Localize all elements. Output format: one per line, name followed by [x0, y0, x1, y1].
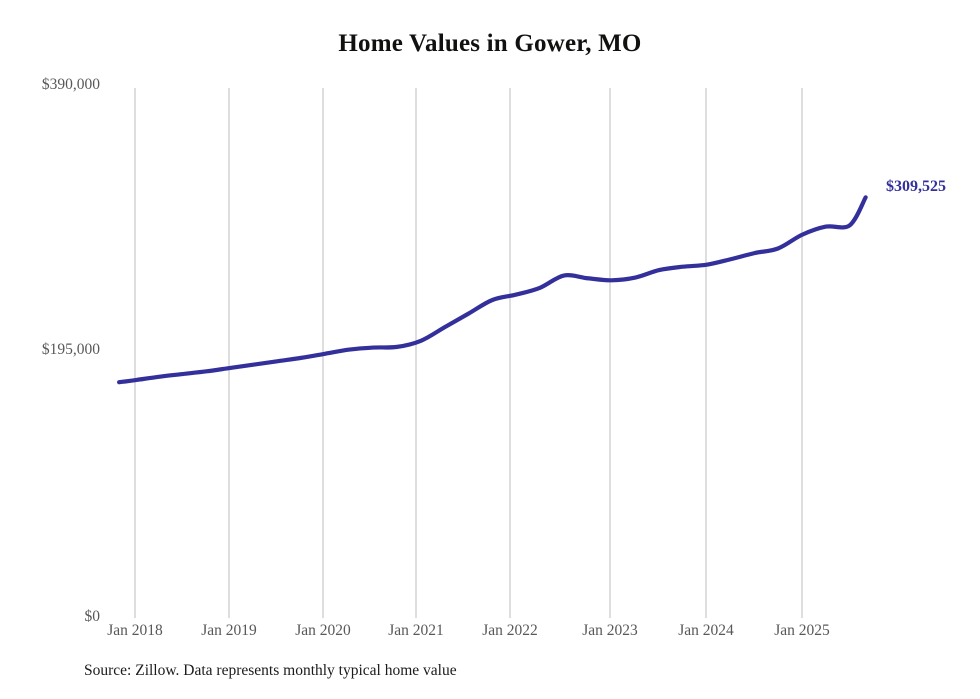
x-tick-label-2019: Jan 2019 [201, 622, 257, 639]
end-value-annotation: $309,525 [886, 178, 946, 195]
x-tick-label-2024: Jan 2024 [678, 622, 734, 639]
y-tick-label-top: $390,000 [41, 76, 100, 93]
x-tick-label-2022: Jan 2022 [482, 622, 538, 639]
y-tick-label-mid: $195,000 [41, 341, 100, 358]
x-tick-label-2023: Jan 2023 [582, 622, 638, 639]
chart-title: Home Values in Gower, MO [338, 30, 642, 57]
home-value-line [117, 195, 868, 385]
source-note: Source: Zillow. Data represents monthly … [84, 662, 457, 679]
y-tick-label-bottom: $0 [84, 608, 101, 625]
plot-area: $390,000 $195,000 $0 Jan 2018 Jan 2019 J… [41, 76, 946, 639]
gridlines [134, 88, 803, 618]
x-tick-label-2021: Jan 2021 [388, 622, 444, 639]
x-tick-label-2018: Jan 2018 [107, 622, 163, 639]
x-tick-label-2025: Jan 2025 [774, 622, 830, 639]
x-tick-label-2020: Jan 2020 [295, 622, 351, 639]
